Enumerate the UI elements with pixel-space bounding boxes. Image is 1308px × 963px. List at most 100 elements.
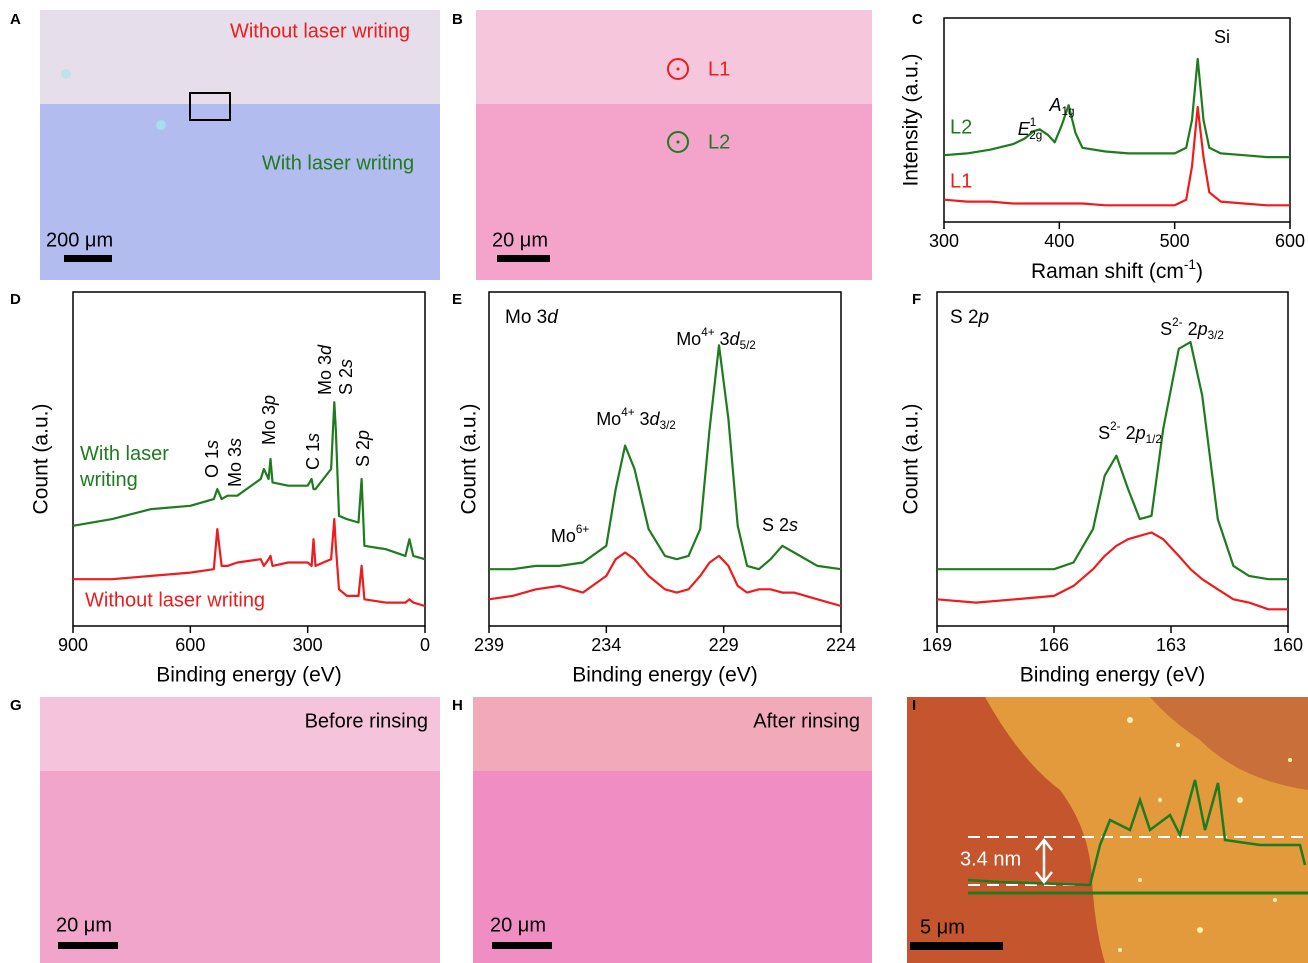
scale-bar (64, 255, 112, 262)
image-label: Without laser writing (230, 20, 410, 42)
text-part: Mo (676, 329, 701, 349)
text-part: 2- (1172, 316, 1183, 329)
text-part: Raman shift (cm (1031, 260, 1184, 283)
scale-label: 20 μm (490, 914, 546, 936)
x-tick-label: 900 (58, 635, 88, 655)
x-tick-label: 0 (420, 635, 430, 655)
plot-frame (489, 292, 841, 626)
x-tick-label: 163 (1156, 635, 1186, 655)
text-part: 2 (1121, 423, 1136, 443)
x-tick-label: 166 (1039, 635, 1069, 655)
spectrum-line (937, 533, 1288, 610)
x-axis-label: Raman shift (cm-1) (1031, 257, 1203, 283)
unwritten-region (473, 697, 872, 771)
image-panel-a: Without laser writing With laser writing… (10, 10, 440, 280)
text-part: Mo 3 (505, 307, 547, 328)
text-part: p (1135, 423, 1146, 443)
scale-label: 200 μm (46, 229, 113, 251)
text-part: 3 (715, 329, 730, 349)
plot-frame (944, 18, 1290, 222)
x-tick-label: 229 (709, 635, 739, 655)
text-part: d (547, 307, 559, 328)
text-part: 1 (1030, 116, 1037, 129)
unwritten-region (476, 10, 872, 104)
panel-letter: B (452, 11, 463, 28)
text-part: C 1 (303, 442, 323, 470)
spectrum-line (937, 342, 1288, 579)
x-axis-label: Binding energy (eV) (572, 664, 758, 687)
text-part: Mo (551, 526, 576, 546)
text-part: Mo 3 (259, 405, 279, 445)
text-part: s (303, 433, 323, 442)
peak-annotation: S2- 2p1/2 (1098, 420, 1162, 446)
text-part: Mo (596, 409, 621, 429)
spot-label: L1 (708, 58, 730, 80)
y-axis-label: Intensity (a.u.) (900, 53, 923, 186)
text-part: Mo 3 (315, 355, 335, 395)
spot-center (677, 141, 680, 144)
scale-label: 20 μm (492, 229, 548, 251)
text-part: 3/2 (660, 419, 676, 432)
y-axis-label: Count (a.u.) (458, 404, 481, 515)
image-label: Before rinsing (305, 710, 428, 732)
x-tick-label: 600 (1275, 231, 1305, 251)
spot-center (677, 68, 680, 71)
image-panel-h: After rinsing 20 μm H (452, 697, 872, 963)
peak-annotation: S 2s (762, 515, 798, 535)
image-label: After rinsing (753, 710, 860, 732)
peak-annotation: Mo6+ (551, 523, 590, 546)
written-region (40, 104, 440, 280)
text-part: 3/2 (1208, 329, 1224, 342)
figure: Without laser writing With laser writing… (0, 0, 1308, 963)
series-label: L2 (950, 116, 972, 138)
peak-annotation: C 1s (303, 433, 323, 470)
text-part: 4+ (621, 406, 635, 419)
image-label: With laser writing (262, 152, 414, 174)
text-part: S 2 (762, 515, 789, 535)
image-panel-g: Before rinsing 20 μm G (10, 697, 440, 963)
text-part: p (1197, 319, 1208, 339)
y-axis-label: Count (a.u.) (900, 404, 923, 515)
x-tick-label: 300 (293, 635, 323, 655)
text-part: 1/2 (1146, 433, 1162, 446)
text-part: 1g (1062, 105, 1075, 118)
scale-bar (910, 942, 1003, 950)
x-tick-label: 234 (591, 635, 621, 655)
text-part: 2 (1183, 319, 1198, 339)
scale-label: 5 μm (920, 916, 965, 938)
text-part: S (1098, 423, 1110, 443)
text-part: ) (1196, 260, 1203, 283)
scale-bar (497, 255, 550, 262)
text-part: S (1160, 319, 1172, 339)
scale-bar (492, 942, 552, 949)
text-part: 2g (1029, 129, 1042, 142)
text-part: Mo 3 (225, 447, 245, 487)
spot-label: L2 (708, 131, 730, 153)
series-label-box: With laser writing (80, 441, 200, 501)
text-part: 6+ (576, 523, 590, 536)
panel-title: Mo 3d (505, 307, 559, 328)
text-part: Si (1214, 27, 1230, 47)
x-axis-label: Binding energy (eV) (156, 664, 342, 687)
text-part: s (225, 438, 245, 447)
spectrum-line (489, 345, 841, 569)
x-tick-label: 160 (1273, 635, 1303, 655)
text-part: p (978, 307, 990, 328)
series-label: Without laser writing (85, 589, 265, 611)
text-part: p (353, 430, 373, 441)
x-axis-label: Binding energy (eV) (1020, 664, 1206, 687)
peak-annotation: O 1s (202, 440, 222, 478)
text-part: -1 (1184, 257, 1196, 272)
text-part: 2- (1110, 420, 1121, 433)
image-panel-b: L1 L2 20 μm B (452, 10, 872, 280)
series-label: With laser writing (80, 441, 200, 493)
peak-annotation: S 2p (353, 430, 373, 467)
text-part: S 2 (336, 368, 356, 395)
peak-annotation: S2- 2p3/2 (1160, 316, 1224, 342)
x-tick-label: 400 (1044, 231, 1074, 251)
defect (61, 69, 71, 79)
scale-bar (58, 942, 118, 949)
panel-letter: H (452, 697, 463, 714)
peak-annotation: A1g (1048, 95, 1074, 118)
